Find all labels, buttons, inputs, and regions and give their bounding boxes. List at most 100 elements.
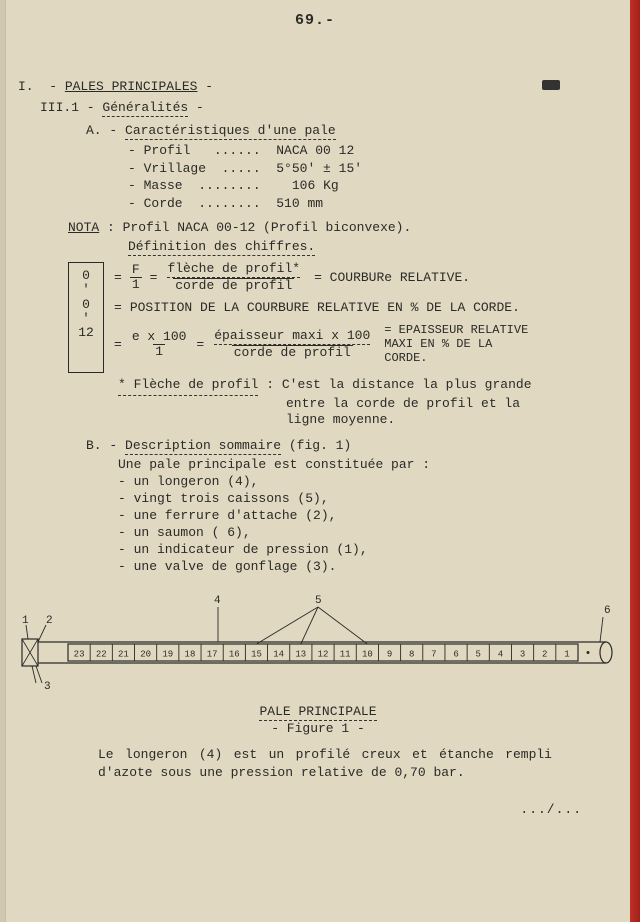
numerator: F: [130, 263, 142, 277]
fraction: F 1: [130, 263, 142, 291]
svg-text:12: 12: [318, 650, 329, 660]
numerator: e x 100: [130, 330, 189, 344]
desc-item: - une valve de gonflage (3).: [118, 559, 612, 576]
spec-row: - Corde ........ 510 mm: [128, 195, 612, 213]
nota-text: : Profil NACA 00-12 (Profil biconvexe).: [107, 220, 411, 235]
spec-label: - Vrillage: [128, 161, 206, 176]
def-chiffres: Définition des chiffres.: [128, 239, 315, 256]
svg-text:20: 20: [140, 650, 151, 660]
numerator: flèche de profil*: [167, 262, 300, 278]
formula-text: POSITION DE LA COURBURE RELATIVE EN % DE…: [130, 300, 520, 315]
spec-label: - Masse: [128, 178, 183, 193]
svg-text:2: 2: [46, 615, 53, 627]
box-sep: ': [73, 283, 99, 297]
formula-row-2: = POSITION DE LA COURBURE RELATIVE EN % …: [114, 300, 612, 315]
svg-text:9: 9: [387, 650, 392, 660]
equals: =: [114, 270, 122, 285]
denominator: 1: [130, 277, 142, 292]
svg-text:4: 4: [214, 595, 221, 607]
formula-row-3: = e x 100 1 = épaisseur maxi x 100 corde…: [114, 323, 612, 365]
svg-text:7: 7: [431, 650, 436, 660]
equals: =: [114, 300, 122, 315]
svg-text:6: 6: [604, 605, 611, 617]
heading-3-title: Caractéristiques d'une pale: [125, 123, 336, 140]
figure-caption: PALE PRINCIPALE - Figure 1 -: [18, 704, 618, 736]
equals: =: [150, 270, 158, 285]
fraction: épaisseur maxi x 100 corde de profil: [212, 329, 372, 359]
spec-row: - Masse ........ 106 Kg: [128, 177, 612, 195]
spec-dots: .....: [222, 161, 261, 176]
continuation-marker: .../...: [18, 802, 582, 817]
svg-text:14: 14: [273, 650, 284, 660]
footnote-text: entre la corde de profil et la: [286, 396, 598, 412]
svg-text:3: 3: [520, 650, 525, 660]
svg-text:21: 21: [118, 650, 129, 660]
spec-value: 510 mm: [276, 196, 323, 211]
svg-text:22: 22: [96, 650, 107, 660]
closing-paragraph: Le longeron (4) est un profilé creux et …: [98, 746, 552, 781]
heading-3: A. - Caractéristiques d'une pale: [86, 123, 612, 140]
footnote-label: * Flèche de profil: [118, 377, 258, 395]
box-sep: ': [73, 312, 99, 326]
formulas: = F 1 = flèche de profil* corde de profi…: [114, 262, 612, 373]
box-digit: 12: [73, 326, 99, 340]
rhs-line: MAXI EN % DE LA: [384, 337, 492, 351]
svg-text:11: 11: [340, 650, 351, 660]
denominator: corde de profil: [173, 278, 294, 293]
svg-text:18: 18: [185, 650, 196, 660]
heading-1-prefix: I.: [18, 79, 34, 94]
spec-value: 5°50' ± 15': [276, 161, 362, 176]
nota-label: NOTA: [68, 220, 99, 235]
svg-text:5: 5: [315, 595, 322, 607]
svg-text:4: 4: [498, 650, 503, 660]
svg-text:1: 1: [22, 615, 29, 627]
equals: =: [114, 337, 122, 352]
spec-dots: ......: [214, 143, 261, 158]
heading-3-prefix: A. -: [86, 123, 117, 138]
figure-title: PALE PRINCIPALE: [259, 704, 376, 721]
figure-subtitle: - Figure 1 -: [271, 721, 365, 736]
box-digit: 0: [73, 269, 99, 283]
heading-1-title: PALES PRINCIPALES: [65, 79, 198, 94]
spec-row: - Vrillage ..... 5°50' ± 15': [128, 160, 612, 178]
desc-item: - une ferrure d'attache (2),: [118, 508, 612, 525]
svg-text:17: 17: [207, 650, 218, 660]
spec-value: 106 Kg: [292, 178, 339, 193]
heading-b: B. - Description sommaire (fig. 1): [86, 438, 612, 455]
pale-diagram: 2322212019181716151413121110987654321123…: [18, 587, 618, 692]
desc-item: - un saumon ( 6),: [118, 525, 612, 542]
heading-b-suffix: (fig. 1): [289, 438, 351, 453]
equals: =: [196, 337, 204, 352]
box-digit: 0: [73, 298, 99, 312]
formula-area: 0 ' 0 ' 12 = F 1 = flèche de profil* cor…: [18, 262, 612, 373]
svg-text:6: 6: [453, 650, 458, 660]
desc-item: - un indicateur de pression (1),: [118, 542, 612, 559]
spec-value: NACA 00 12: [276, 143, 354, 158]
description-block: Une pale principale est constituée par :…: [118, 457, 612, 575]
naca-digits-box: 0 ' 0 ' 12: [68, 262, 104, 373]
rhs-line: CORDE.: [384, 351, 427, 365]
svg-text:13: 13: [295, 650, 306, 660]
rhs-line: = EPAISSEUR RELATIVE: [384, 323, 528, 337]
svg-text:23: 23: [74, 650, 85, 660]
svg-text:10: 10: [362, 650, 373, 660]
svg-text:15: 15: [251, 650, 262, 660]
svg-text:1: 1: [564, 650, 569, 660]
numerator: épaisseur maxi x 100: [214, 329, 370, 345]
heading-1: I. - PALES PRINCIPALES -: [18, 79, 612, 94]
svg-text:2: 2: [542, 650, 547, 660]
spec-dots: ........: [198, 196, 260, 211]
svg-text:8: 8: [409, 650, 414, 660]
binding-edge-right: [630, 0, 640, 922]
desc-intro: Une pale principale est constituée par :: [118, 457, 612, 474]
spec-list: - Profil ...... NACA 00 12 - Vrillage ..…: [128, 142, 612, 212]
page-number: 69.-: [18, 12, 612, 29]
header-mark: [542, 80, 560, 90]
denominator: corde de profil: [232, 345, 353, 360]
heading-b-prefix: B. -: [86, 438, 117, 453]
heading-2-title: Généralités: [102, 100, 188, 117]
result-label: = EPAISSEUR RELATIVE MAXI EN % DE LA COR…: [384, 323, 528, 365]
heading-2: III.1 - Généralités -: [40, 100, 612, 117]
result-label: = COURBURe RELATIVE.: [314, 270, 470, 285]
desc-item: - vingt trois caissons (5),: [118, 491, 612, 508]
